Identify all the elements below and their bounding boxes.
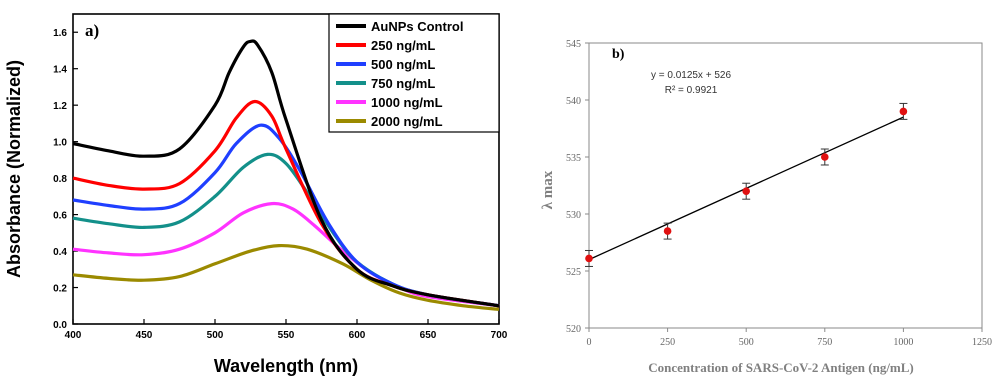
legend-label-750-ng-ml: 750 ng/mL [371,76,435,91]
series-line-750-ng-ml [72,152,500,308]
x-tick-label: 0 [587,337,592,348]
y-tick-label: 0.0 [53,320,67,331]
x-tick-label: 750 [817,337,832,348]
r-squared-value: R² = 0.9921 [665,85,718,96]
panel-b-label: b) [612,47,625,62]
panel-a-x-axis-label: Wavelength (nm) [214,356,358,376]
data-point [821,153,829,161]
panel-a-y-axis-label: Absorbance (Normalized) [4,60,24,278]
data-point [742,187,750,195]
x-tick-label: 500 [739,337,754,348]
panel-b-plot-frame [588,42,983,329]
data-point [585,254,593,263]
y-tick-label: 540 [566,96,581,107]
data-point [899,107,908,116]
legend-label-2000-ng-ml: 2000 ng/mL [371,114,443,129]
x-tick-label: 450 [136,330,153,341]
panel-a-absorbance-chart: 400 450 500 550 600 650 700 0.0 0.2 0.4 0.6 0.8 1.0 1… [4,13,508,376]
legend-label-500-ng-ml: 500 ng/mL [371,57,435,72]
y-tick-label: 1.0 [53,138,67,149]
legend-label-aunps-control: AuNPs Control [371,19,463,34]
y-tick-label: 0.4 [53,247,67,258]
panel-b-y-axis-label: λ max [540,170,556,209]
y-tick-label: 1.4 [53,65,67,76]
y-tick-label: 0.6 [53,211,67,222]
y-tick-label: 530 [566,210,581,221]
y-tick-label: 525 [566,267,581,278]
y-tick-label: 520 [566,324,581,335]
data-point [663,227,672,235]
series-line-500-ng-ml [72,123,500,308]
x-tick-label: 650 [420,330,437,341]
x-tick-label: 500 [207,330,224,341]
y-tick-label: 0.2 [53,284,67,295]
x-tick-label: 400 [65,330,82,341]
regression-equation: y = 0.0125x + 526 [651,70,732,81]
series-line-2000-ng-ml [72,243,500,311]
y-tick-label: 1.2 [53,101,67,112]
panel-a-legend: AuNPs Control 250 ng/mL 500 ng/mL 750 ng/mL… [328,13,500,133]
panel-a-label: a) [85,21,99,40]
x-tick-label: 1000 [893,337,913,348]
x-tick-label: 250 [660,337,675,348]
panel-b-x-axis-label: Concentration of SARS-CoV-2 Antigen (ng/… [648,360,914,375]
y-tick-label: 535 [566,153,581,164]
x-tick-label: 700 [491,330,508,341]
x-tick-label: 550 [278,330,295,341]
y-tick-label: 0.8 [53,174,67,185]
series-line-aunps-control [72,39,500,308]
x-tick-label: 600 [349,330,366,341]
series-line-1000-ng-ml [72,201,500,308]
legend-label-1000-ng-ml: 1000 ng/mL [371,95,443,110]
x-tick-label: 1250 [972,337,992,348]
legend-label-250-ng-ml: 250 ng/mL [371,38,435,53]
y-tick-label: 1.6 [53,28,67,39]
y-tick-label: 545 [566,39,581,50]
legend-box [328,13,500,133]
